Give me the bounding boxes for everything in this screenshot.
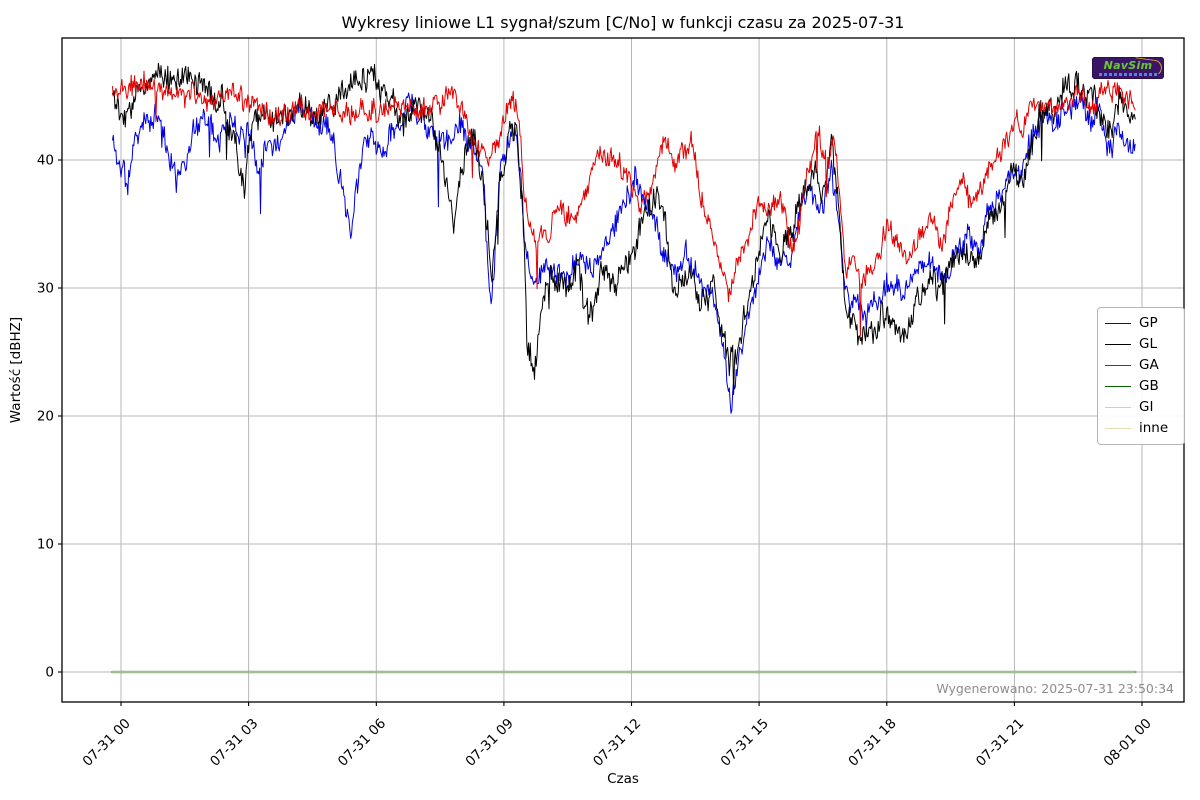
logo-text: NavSim [1103, 59, 1153, 72]
legend-swatch-gp [1105, 323, 1131, 324]
x-tick-label: 07-31 12 [590, 716, 644, 770]
legend-item-gl: GL [1105, 334, 1178, 355]
x-tick-label: 07-31 00 [80, 716, 134, 770]
y-tick-label: 10 [37, 537, 54, 553]
legend-label: GA [1139, 356, 1159, 373]
axes-border [61, 37, 1185, 703]
series-line-gp [112, 92, 1136, 414]
y-tick-label: 0 [45, 665, 54, 681]
legend-swatch-ga [1105, 365, 1131, 366]
logo-subtext [1099, 73, 1157, 76]
legend: GP GL GA GB GI inne [1097, 307, 1185, 445]
legend-swatch-inne [1105, 428, 1131, 429]
series-line-ga [112, 70, 1136, 337]
x-tick-label: 07-31 15 [718, 716, 772, 770]
legend-label: GB [1139, 377, 1159, 394]
y-axis-label: Wartość [dBHZ] [8, 317, 24, 423]
x-tick-label: 08-01 00 [1101, 716, 1155, 770]
legend-swatch-gi [1105, 407, 1131, 408]
legend-label: GL [1139, 335, 1157, 352]
legend-label: inne [1139, 419, 1169, 436]
y-tick-label: 20 [37, 409, 54, 425]
y-tick-label: 30 [37, 281, 54, 297]
legend-item-gb: GB [1105, 376, 1178, 397]
x-tick-label: 07-31 21 [973, 716, 1027, 770]
legend-item-inne: inne [1105, 418, 1178, 439]
legend-swatch-gb [1105, 386, 1131, 387]
legend-swatch-gl [1105, 344, 1131, 345]
generated-timestamp: Wygenerowano: 2025-07-31 23:50:34 [936, 681, 1174, 696]
legend-label: GP [1139, 314, 1158, 331]
x-tick-label: 07-31 09 [462, 716, 516, 770]
x-axis-label: Czas [607, 771, 639, 787]
y-tick-label: 40 [37, 153, 54, 169]
legend-item-gi: GI [1105, 397, 1178, 418]
legend-item-gp: GP [1105, 313, 1178, 334]
data-series-lines [111, 62, 1137, 674]
x-tick-label: 07-31 03 [207, 716, 261, 770]
brand-logo: NavSim [1092, 57, 1164, 79]
legend-item-ga: GA [1105, 355, 1178, 376]
chart-title: Wykresy liniowe L1 sygnał/szum [C/No] w … [341, 13, 905, 32]
x-tick-label: 07-31 18 [845, 716, 899, 770]
grid-lines [62, 38, 1184, 702]
legend-label: GI [1139, 398, 1154, 415]
x-tick-label: 07-31 06 [335, 716, 389, 770]
axes-frame [61, 37, 1185, 703]
series-line-gl [112, 62, 1136, 395]
